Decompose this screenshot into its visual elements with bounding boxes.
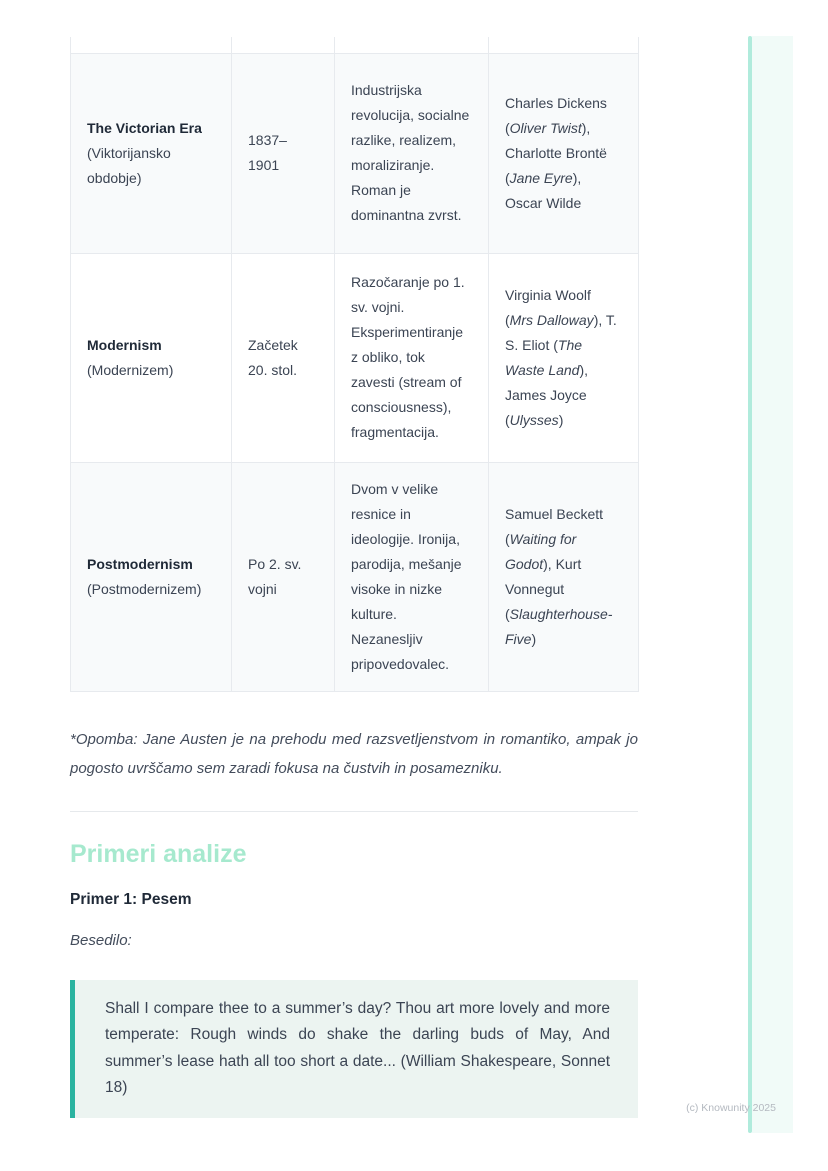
authors-cell: Virginia Woolf (Mrs Dalloway), T. S. Eli… (488, 252, 639, 463)
era-subtitle: (Modernizem) (87, 361, 174, 378)
period-cell: Začetek 20. stol. (231, 252, 335, 463)
empty-cell (70, 37, 232, 54)
quote-text: Shall I compare thee to a summer’s day? … (105, 999, 610, 1097)
era-cell: The Victorian Era (Viktorijansko obdobje… (70, 52, 232, 254)
era-cell: Modernism (Modernizem) (70, 252, 232, 463)
table-row-partial (70, 37, 639, 54)
jane-austen-note: *Opomba: Jane Austen je na prehodu med r… (70, 730, 638, 777)
authors-cell: Samuel Beckett (Waiting for Godot), Kurt… (488, 461, 639, 692)
literary-eras-table: The Victorian Era (Viktorijansko obdobje… (70, 37, 639, 692)
empty-cell (488, 37, 639, 54)
empty-cell (231, 37, 335, 54)
table-row-victorian: The Victorian Era (Viktorijansko obdobje… (70, 52, 639, 254)
characteristics-cell: Industrijska revolucija, socialne razlik… (334, 52, 489, 254)
example-heading: Primer 1: Pesem (70, 890, 192, 908)
era-name: Postmodernism (87, 555, 193, 572)
page-edge-accent-fill (752, 36, 793, 1133)
table-row-postmodernism: Postmodernism (Postmodernizem) Po 2. sv.… (70, 461, 639, 692)
era-cell: Postmodernism (Postmodernizem) (70, 461, 232, 692)
era-subtitle: (Viktorijansko obdobje) (87, 144, 171, 186)
page-footer-copyright: (c) Knowunity 2025 (686, 1102, 776, 1114)
sonnet-quote-block: Shall I compare thee to a summer’s day? … (70, 979, 638, 1118)
authors-cell: Charles Dickens (Oliver Twist), Charlott… (488, 52, 639, 254)
era-subtitle: (Postmodernizem) (87, 580, 202, 597)
text-label: Besedilo: (70, 931, 132, 949)
page-edge-accent-line (748, 36, 752, 1133)
table-row-modernism: Modernism (Modernizem) Začetek 20. stol.… (70, 252, 639, 463)
section-divider (70, 810, 638, 812)
document-page-content: The Victorian Era (Viktorijansko obdobje… (70, 0, 639, 1118)
characteristics-cell: Razočaranje po 1. sv. vojni. Eksperiment… (334, 252, 489, 463)
era-name: Modernism (87, 336, 162, 353)
empty-cell (334, 37, 489, 54)
section-heading: Primeri analize (70, 839, 247, 868)
characteristics-cell: Dvom v velike resnice in ideologije. Iro… (334, 461, 489, 692)
era-name: The Victorian Era (87, 119, 202, 136)
period-cell: Po 2. sv. vojni (231, 461, 335, 692)
period-cell: 1837– 1901 (231, 52, 335, 254)
